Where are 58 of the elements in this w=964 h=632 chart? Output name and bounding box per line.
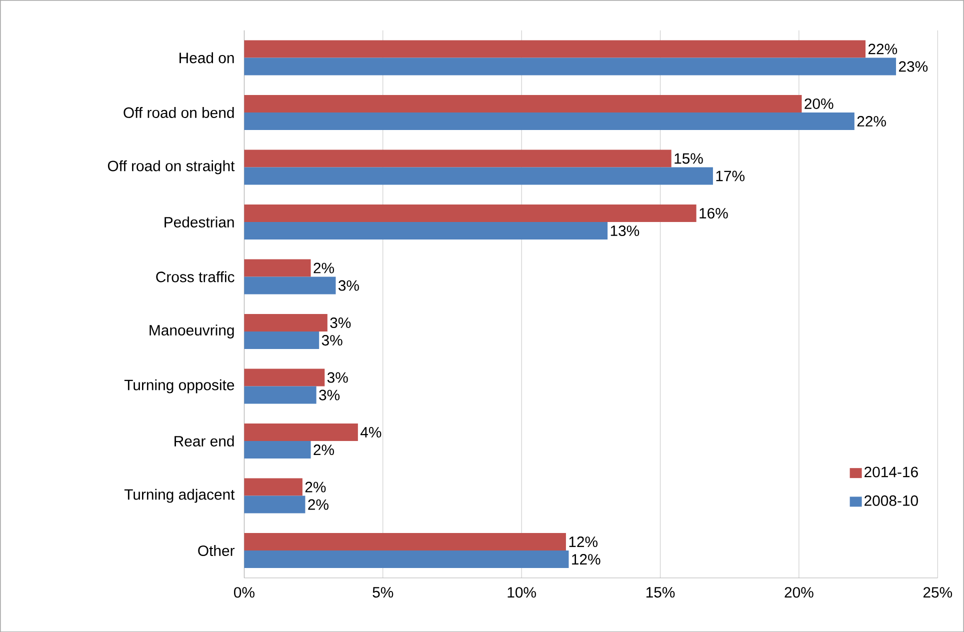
- x-tick-label: 25%: [923, 586, 952, 598]
- data-label: 16%: [700, 208, 728, 218]
- bar: [244, 112, 854, 130]
- data-label: 23%: [898, 61, 928, 72]
- bar: [244, 40, 866, 58]
- y-tick-label: Off road on straight: [108, 160, 235, 174]
- x-tick-label: 10%: [508, 586, 536, 598]
- bar: [244, 58, 896, 76]
- data-label: 22%: [868, 44, 898, 54]
- bar: [244, 532, 566, 550]
- bar: [244, 386, 316, 404]
- data-label: 4%: [360, 426, 382, 438]
- legend-label: 2008-10: [864, 495, 918, 506]
- bar: [244, 550, 569, 568]
- y-tick-label: Cross traffic: [156, 271, 234, 282]
- bar: [244, 331, 320, 349]
- bar: [244, 314, 328, 332]
- data-label: 12%: [569, 536, 598, 547]
- bar: [244, 423, 358, 441]
- data-label: 2%: [308, 499, 328, 510]
- x-tick-label: 20%: [784, 586, 814, 598]
- x-tick-label: 5%: [372, 586, 394, 598]
- data-label: 12%: [572, 554, 600, 564]
- data-label: 15%: [674, 153, 703, 164]
- legend-label: 2014-16: [864, 466, 918, 478]
- bar: [244, 167, 713, 185]
- bar: [244, 204, 696, 222]
- data-label: 3%: [330, 317, 351, 328]
- data-label: 2%: [314, 444, 334, 455]
- data-label: 17%: [716, 170, 745, 182]
- bar: [244, 222, 608, 240]
- bar: [244, 150, 672, 168]
- y-tick-label: Manoeuvring: [150, 324, 234, 338]
- bar: [244, 440, 311, 458]
- bar: [244, 94, 802, 112]
- y-tick-label: Head on: [180, 52, 234, 64]
- data-label: 2%: [305, 482, 326, 492]
- data-label: 3%: [319, 390, 340, 400]
- x-tick-label: 0%: [234, 586, 254, 598]
- bar: [244, 368, 325, 386]
- bar: [244, 276, 336, 294]
- data-label: 13%: [610, 225, 640, 236]
- bar: [244, 478, 302, 496]
- y-tick-label: Turning adjacent: [124, 488, 235, 503]
- bar: [244, 496, 306, 514]
- y-tick-label: Other: [198, 544, 235, 556]
- data-label: 2%: [314, 262, 334, 274]
- y-tick-label: Rear end: [174, 435, 234, 446]
- y-tick-label: Turning opposite: [124, 379, 234, 394]
- data-label: 3%: [327, 372, 348, 383]
- data-label: 22%: [857, 116, 886, 126]
- y-tick-label: Off road on bend: [124, 106, 234, 118]
- data-label: 3%: [338, 280, 359, 291]
- y-tick-label: Pedestrian: [164, 216, 234, 228]
- x-tick-label: 15%: [646, 586, 675, 598]
- data-label: 3%: [322, 334, 342, 346]
- bar: [244, 259, 311, 277]
- data-label: 20%: [804, 98, 834, 109]
